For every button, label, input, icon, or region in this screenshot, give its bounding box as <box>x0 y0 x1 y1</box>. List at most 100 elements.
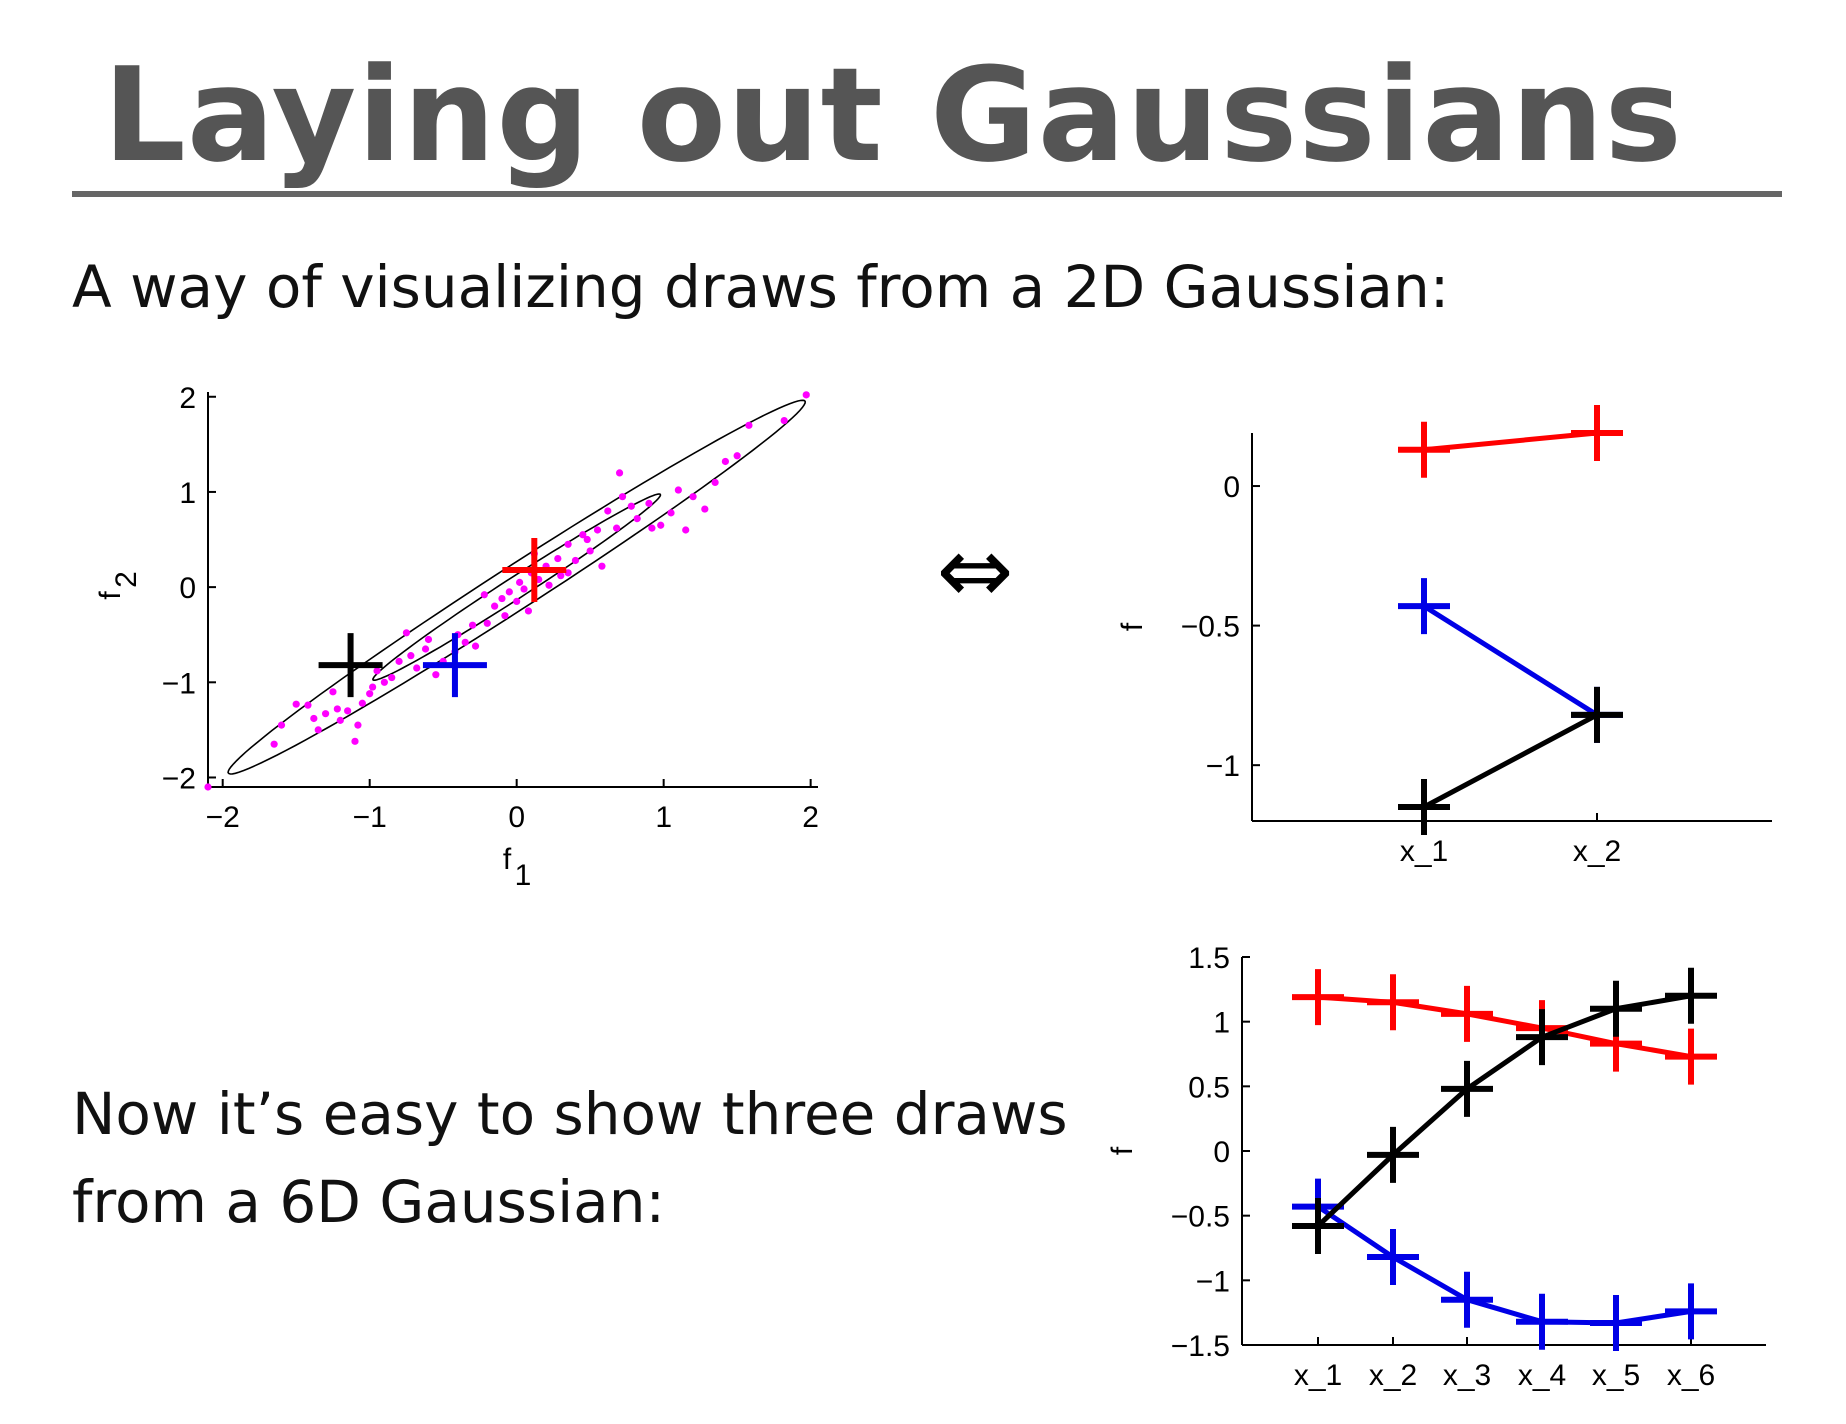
sample-point <box>413 664 421 672</box>
x-tick-label: x_5 <box>1592 1359 1640 1392</box>
x-tick-label: 0 <box>508 801 525 834</box>
sample-point <box>505 588 513 596</box>
sample-point <box>421 645 430 653</box>
x-tick-label: x_1 <box>1400 835 1448 868</box>
sample-point <box>780 416 788 425</box>
x-tick-label: −2 <box>206 801 240 834</box>
sample-point <box>633 514 641 523</box>
body-text-line-2: from a 6D Gaussian: <box>72 1168 666 1236</box>
draw-6d-blue-series-line <box>1316 1204 1692 1326</box>
x-tick-label: x_2 <box>1369 1359 1417 1392</box>
draw-6d-black-series-line <box>1316 993 1692 1228</box>
x-tick-label: 2 <box>802 801 819 834</box>
equivalence-glyph: ⇔ <box>936 517 1013 624</box>
sample-point <box>468 621 477 629</box>
x-tick-label: −1 <box>353 801 387 834</box>
x-axis-label: f <box>503 843 512 876</box>
x-tick-label: x_4 <box>1518 1359 1566 1392</box>
y-tick-label: −1 <box>162 667 196 700</box>
x-axis-label-subscript: 1 <box>515 859 532 892</box>
sample-point <box>366 690 374 698</box>
sample-point <box>344 707 352 715</box>
sample-point <box>520 585 528 593</box>
sample-point <box>402 629 411 637</box>
sample-point <box>333 705 341 713</box>
sample-point <box>513 597 521 605</box>
y-tick-label: 1 <box>1213 1007 1230 1040</box>
sample-point <box>701 505 709 513</box>
y-tick-label: −1 <box>1196 1265 1230 1298</box>
x-tick-label: x_6 <box>1667 1359 1715 1392</box>
sample-point <box>657 521 665 529</box>
sample-point <box>277 721 286 729</box>
y-tick-label: −0.5 <box>1181 611 1240 644</box>
sample-point <box>314 726 322 734</box>
sample-point <box>564 569 572 577</box>
y-tick-label: 0 <box>1223 471 1240 504</box>
inner-contour-ellipse <box>372 493 662 681</box>
sample-point <box>471 642 480 650</box>
slide-title: Laying out Gaussians <box>103 39 1683 191</box>
sample-point <box>329 688 337 696</box>
sample-point <box>501 612 509 620</box>
sample-point <box>310 714 318 723</box>
sample-point <box>336 716 344 724</box>
y-tick-label: −1.5 <box>1171 1330 1230 1363</box>
intro-text: A way of visualizing draws from a 2D Gau… <box>72 253 1450 321</box>
draw-2d-blue-series-line <box>1422 603 1599 718</box>
sample-point <box>613 524 621 532</box>
x-tick-label: x_1 <box>1294 1359 1342 1392</box>
sample-point <box>524 607 533 615</box>
sample-point <box>674 486 682 494</box>
sample-point <box>545 581 553 589</box>
sample-point <box>373 667 381 675</box>
outer-contour-ellipse <box>227 399 807 775</box>
line-plot-2d: 0 −0.5 −1 x_1 x_2 f <box>1116 405 1772 868</box>
sample-point <box>480 591 488 599</box>
sample-point <box>461 638 469 646</box>
sample-point <box>516 578 524 586</box>
y-tick-label: −2 <box>162 762 196 795</box>
sample-point <box>351 737 359 745</box>
y-axis-label: f <box>1106 1146 1139 1155</box>
sample-point <box>682 526 690 534</box>
y-axis-label: f <box>1116 622 1149 631</box>
sample-point <box>689 493 697 501</box>
x-tick-label: 1 <box>655 801 672 834</box>
y-axis-label: f <box>94 591 127 600</box>
sample-point <box>483 619 491 627</box>
y-tick-label: 0 <box>1213 1136 1230 1169</box>
sample-point <box>745 421 753 429</box>
sample-point <box>564 540 572 548</box>
sample-point <box>598 562 606 570</box>
sample-point <box>380 678 388 686</box>
sample-point <box>388 673 396 682</box>
sample-point <box>571 556 580 565</box>
sample-point <box>627 502 635 510</box>
sample-point <box>491 602 499 610</box>
x-tick-label: x_3 <box>1443 1359 1491 1392</box>
y-tick-label: −0.5 <box>1171 1201 1230 1234</box>
y-tick-label: −1 <box>1206 750 1240 783</box>
sample-point <box>645 499 653 507</box>
sample-point <box>395 657 403 665</box>
sample-point <box>432 671 440 679</box>
equivalence-symbol: ⇔ <box>936 517 1013 624</box>
sample-point <box>667 509 675 517</box>
sample-point <box>721 457 729 466</box>
sample-point <box>802 391 810 399</box>
sample-point <box>618 493 627 501</box>
y-axis-label-group: f <box>1106 1146 1139 1155</box>
line-plot-6d: 1.5 1 0.5 0 −0.5 −1 −1.5 x_1 x_2 x_3 x_4 x_5 x_6 f <box>1106 942 1766 1392</box>
sample-point <box>604 507 612 515</box>
sample-point <box>593 526 602 534</box>
y-axis-label-group: f <box>1116 622 1149 631</box>
sample-point <box>407 652 415 660</box>
sample-point <box>615 469 624 477</box>
sample-point <box>583 535 591 544</box>
y-tick-label: 0 <box>179 572 196 605</box>
y-axis-label-group: f2 <box>94 571 143 600</box>
sample-point <box>557 572 565 580</box>
sample-point <box>733 452 741 460</box>
